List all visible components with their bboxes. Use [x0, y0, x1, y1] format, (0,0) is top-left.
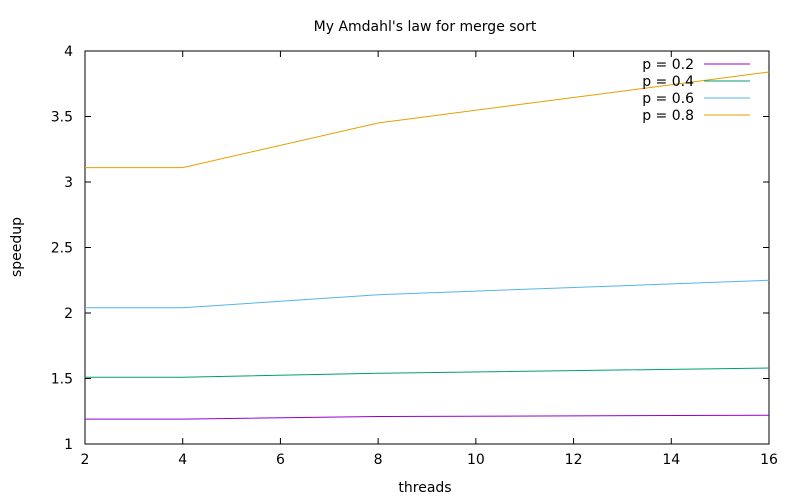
y-tick-label: 1.5 — [51, 372, 73, 388]
y-tick-label: 3.5 — [51, 110, 73, 126]
series-line-3 — [85, 279, 770, 309]
series-layer — [85, 71, 770, 420]
y-axis-label: speedup — [9, 217, 25, 277]
x-tick-label: 4 — [178, 452, 187, 468]
y-tick-label: 1 — [64, 437, 73, 453]
legend-label: p = 0.2 — [642, 57, 694, 73]
x-tick-label: 14 — [662, 452, 680, 468]
x-tick-label: 8 — [374, 452, 383, 468]
y-axis: 1 1.5 2 2.5 3 3.5 4 — [51, 44, 769, 453]
series-line-1 — [85, 414, 770, 420]
y-tick-label: 2 — [64, 306, 73, 322]
x-tick-label: 16 — [760, 452, 778, 468]
legend-label: p = 0.6 — [642, 91, 694, 107]
x-tick-label: 6 — [276, 452, 285, 468]
y-tick-label: 4 — [64, 44, 73, 60]
y-tick-label: 2.5 — [51, 241, 73, 257]
legend-label: p = 0.4 — [642, 74, 694, 90]
x-tick-label: 10 — [467, 452, 485, 468]
x-axis-label: threads — [398, 480, 451, 496]
x-tick-label: 2 — [81, 452, 90, 468]
chart-title: My Amdahl's law for merge sort — [314, 19, 537, 35]
x-tick-label: 12 — [565, 452, 583, 468]
y-tick-label: 3 — [64, 175, 73, 191]
series-line-4 — [85, 71, 770, 169]
legend: p = 0.2p = 0.4p = 0.6p = 0.8 — [642, 57, 750, 124]
series-line-2 — [85, 367, 770, 378]
x-axis: 2 4 6 8 10 12 14 16 — [81, 51, 778, 468]
legend-label: p = 0.8 — [642, 108, 694, 124]
